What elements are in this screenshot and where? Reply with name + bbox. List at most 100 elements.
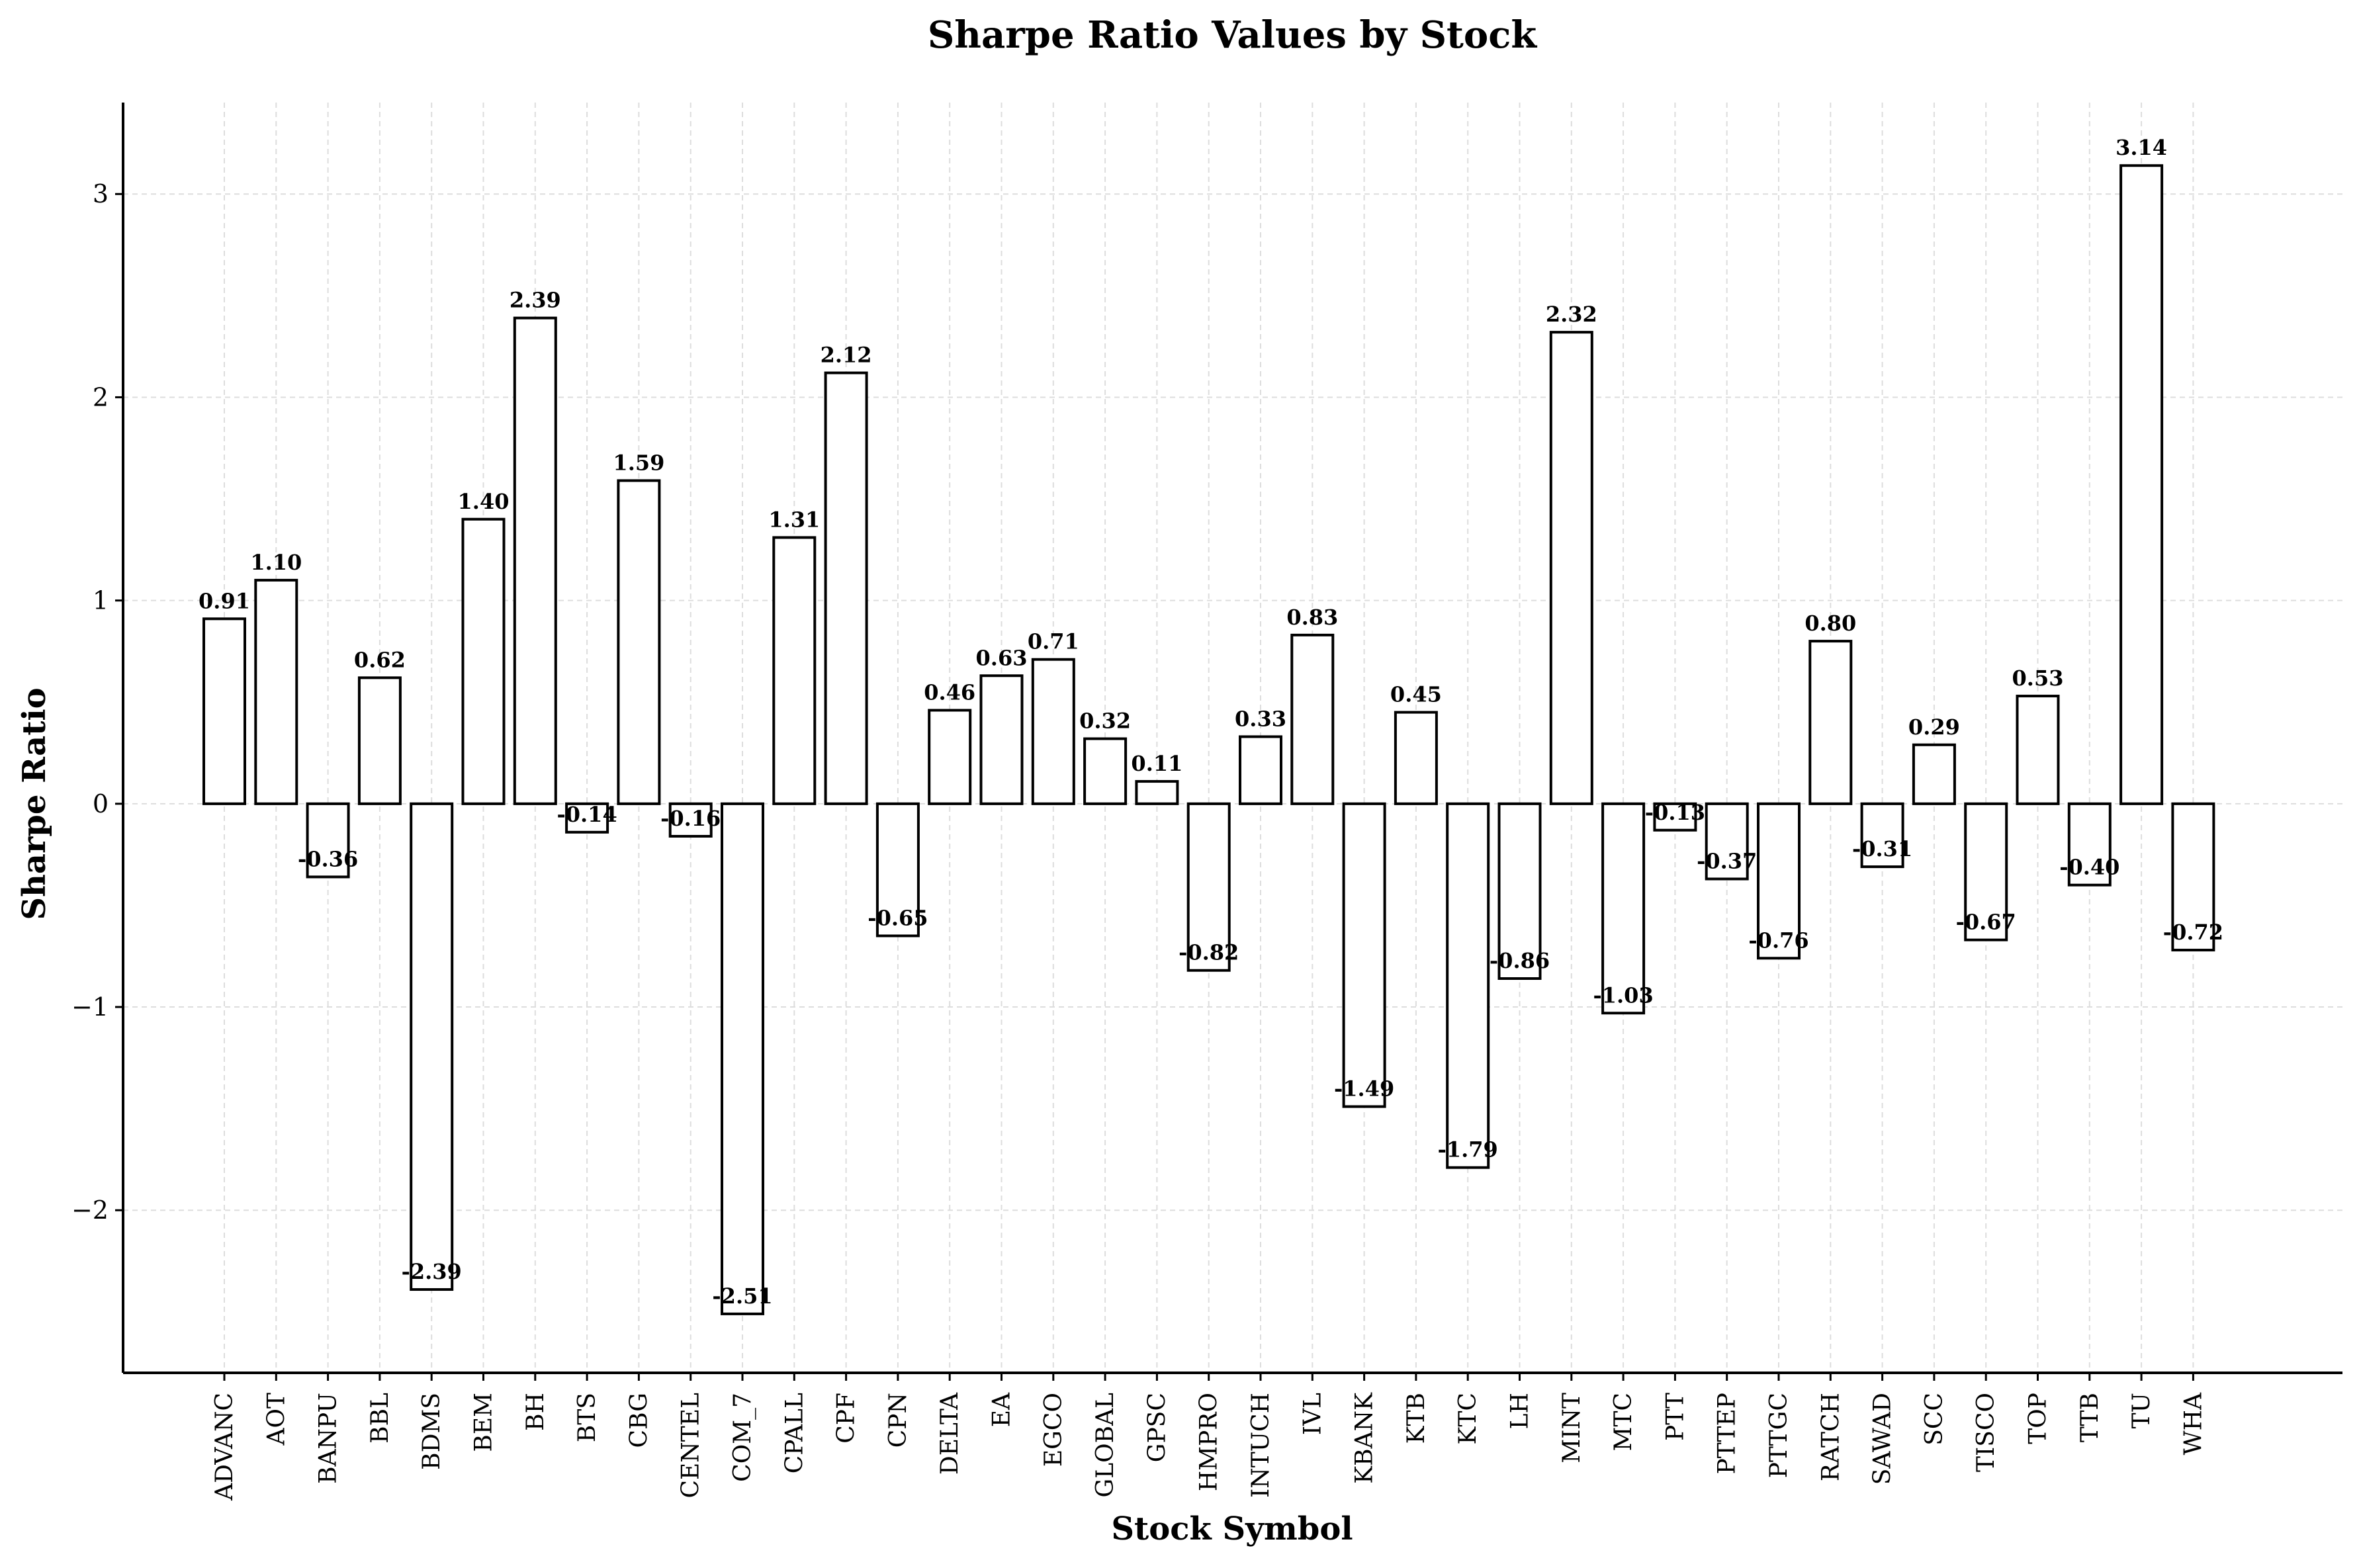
x-tick-label: CPF <box>833 1393 860 1444</box>
data-label: 1.10 <box>250 550 302 575</box>
bar-cpf <box>824 371 868 805</box>
bar-tu <box>2119 164 2164 805</box>
data-label: -0.72 <box>2163 920 2223 945</box>
x-tick-label: HMPRO <box>1196 1393 1223 1491</box>
bar-mtc <box>1601 802 1646 1015</box>
x-tick-label: KTC <box>1454 1393 1482 1444</box>
data-label: -0.82 <box>1179 940 1239 965</box>
bar-cpall <box>772 536 817 805</box>
data-label: 2.39 <box>510 288 561 313</box>
bar-bts <box>565 802 609 834</box>
y-tick-label: 3 <box>93 179 109 208</box>
x-tick-label: BBL <box>367 1393 394 1444</box>
chart-title: Sharpe Ratio Values by Stock <box>928 13 1538 57</box>
x-tick-label: COM_7 <box>729 1393 756 1482</box>
data-label: 3.14 <box>2116 135 2167 160</box>
x-axis-ticks: ADVANC AOT BANPU BBL BDMS BEM BH BTS CBG CENTEL CO… <box>211 1373 2207 1501</box>
bar-ktc <box>1446 802 1490 1169</box>
x-tick-label: LH <box>1507 1393 1534 1429</box>
bar-cpn <box>875 802 920 937</box>
data-label: 0.91 <box>199 588 250 613</box>
x-tick-label: MINT <box>1558 1393 1585 1463</box>
bar-egco <box>1031 658 1075 805</box>
y-axis-label: Sharpe Ratio <box>16 687 53 920</box>
data-label: -2.51 <box>712 1284 772 1309</box>
data-label: 0.33 <box>1235 706 1286 731</box>
data-label: -0.76 <box>1748 928 1808 953</box>
x-tick-label: BANPU <box>315 1393 342 1484</box>
y-tick-label: 0 <box>93 789 109 818</box>
data-label: -2.39 <box>402 1259 462 1284</box>
x-tick-label: CENTEL <box>678 1393 705 1499</box>
bar-bbl <box>357 676 402 805</box>
data-label: 0.32 <box>1079 709 1131 734</box>
data-label: -0.36 <box>298 846 358 871</box>
data-label: -0.16 <box>660 806 721 831</box>
x-tick-label: TU <box>2128 1393 2155 1428</box>
data-label: 0.62 <box>354 647 406 672</box>
data-label: -1.03 <box>1593 982 1653 1008</box>
x-tick-label: SCC <box>1921 1393 1948 1446</box>
data-label: 2.32 <box>1546 302 1597 327</box>
x-tick-label: PTT <box>1662 1393 1689 1441</box>
x-tick-label: AOT <box>263 1393 290 1446</box>
bar-ktb <box>1394 711 1438 805</box>
data-label: -1.49 <box>1334 1076 1394 1102</box>
x-tick-label: CPALL <box>781 1393 808 1473</box>
data-label: 0.11 <box>1131 751 1182 776</box>
x-tick-label: GLOBAL <box>1092 1393 1119 1498</box>
y-axis-ticks: −2 −1 0 1 2 3 <box>71 179 123 1225</box>
data-label: -0.67 <box>1956 910 2016 935</box>
grid-lines <box>123 103 2342 1373</box>
bar-ptt <box>1653 802 1697 832</box>
bar-cbg <box>617 479 661 805</box>
bar-com-7 <box>721 802 764 1315</box>
x-tick-label: PTTEP <box>1714 1393 1741 1474</box>
x-axis-label: Stock Symbol <box>1111 1510 1353 1547</box>
bar-tisco <box>1964 802 2008 941</box>
x-tick-label: CBG <box>625 1393 652 1448</box>
x-tick-label: GPSC <box>1143 1393 1171 1462</box>
x-tick-label: TOP <box>2025 1393 2052 1444</box>
bar-ttb <box>2067 802 2112 887</box>
bar-kbank <box>1342 802 1386 1108</box>
x-tick-label: TISCO <box>1973 1393 2000 1472</box>
x-tick-label: ADVANC <box>211 1393 238 1501</box>
bar-aot <box>254 578 298 805</box>
data-label: 0.46 <box>924 680 975 705</box>
data-label: 0.29 <box>1908 715 1960 740</box>
bars <box>202 164 2215 1315</box>
data-label: -0.13 <box>1645 800 1705 825</box>
bar-advanc <box>202 617 246 805</box>
x-tick-label: RATCH <box>1817 1393 1844 1481</box>
x-tick-label: PTTGC <box>1765 1393 1793 1478</box>
data-label: 0.63 <box>976 645 1028 670</box>
data-label: 1.59 <box>613 450 664 475</box>
bar-intuch <box>1239 735 1282 805</box>
bar-top <box>2016 695 2060 805</box>
data-label: 0.53 <box>2012 666 2064 691</box>
bar-global <box>1083 737 1128 805</box>
data-label: 1.31 <box>768 507 820 532</box>
data-label: 0.45 <box>1390 682 1442 707</box>
y-tick-label: −2 <box>71 1196 109 1225</box>
x-tick-label: INTUCH <box>1247 1393 1274 1498</box>
bar-bh <box>513 316 557 805</box>
y-tick-label: 1 <box>93 586 109 615</box>
bar-pttep <box>1705 802 1749 881</box>
x-tick-label: KTB <box>1403 1393 1430 1444</box>
x-tick-label: EGCO <box>1040 1393 1067 1467</box>
x-tick-label: BH <box>522 1393 549 1431</box>
data-label: 1.40 <box>458 489 510 514</box>
data-label: 2.12 <box>821 343 872 368</box>
data-label: -0.86 <box>1490 948 1550 973</box>
data-label: 0.80 <box>1804 611 1856 636</box>
data-label: 0.71 <box>1028 629 1079 654</box>
x-tick-label: DELTA <box>936 1392 963 1475</box>
x-tick-label: WHA <box>2180 1392 2207 1455</box>
bar-gpsc <box>1135 780 1179 805</box>
x-tick-label: BDMS <box>418 1393 445 1470</box>
bar-scc <box>1912 743 1956 805</box>
bar-lh <box>1497 802 1542 980</box>
